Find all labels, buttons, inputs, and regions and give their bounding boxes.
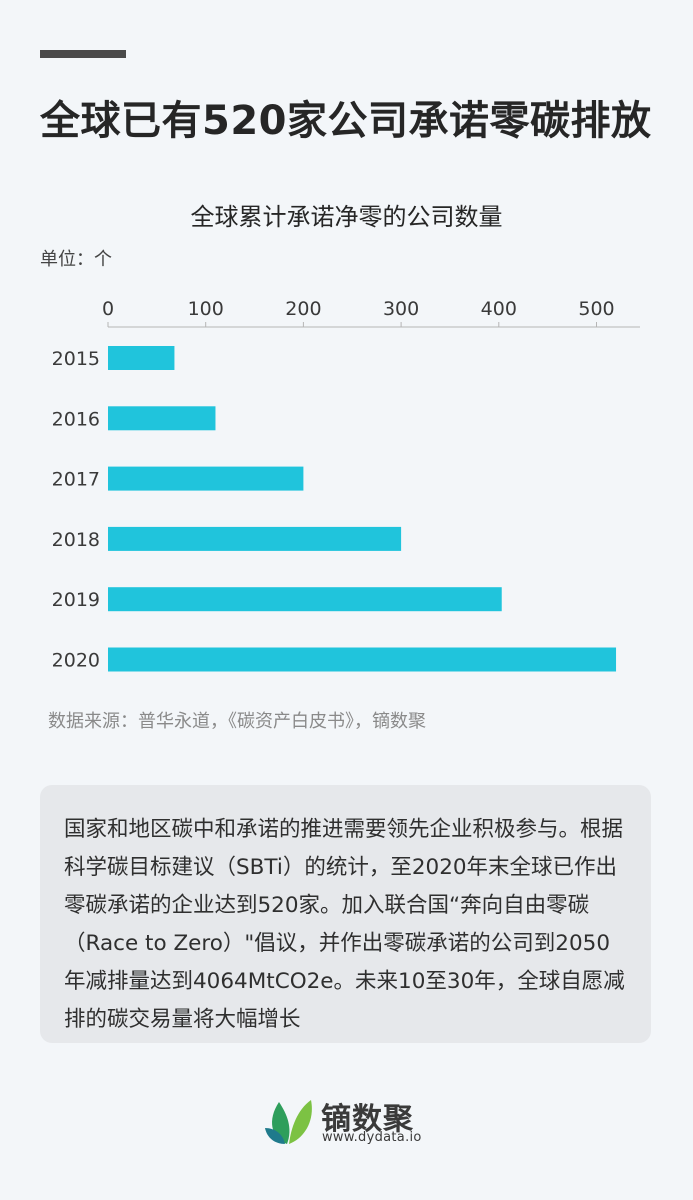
title-accent-bar [40, 50, 126, 58]
leaf-light-green [289, 1100, 312, 1144]
bars [108, 346, 617, 672]
y-category-label: 2016 [52, 408, 100, 430]
y-category-label: 2015 [52, 348, 100, 370]
leaf-teal [265, 1128, 285, 1144]
footer-brand: 镝数聚 www.dydata.io [265, 1092, 465, 1152]
bar-2019 [108, 587, 502, 612]
bar-chart: 0 100 200 300 400 500 2015 2016 2017 2018 2019 202… [52, 298, 640, 672]
bar-2018 [108, 526, 402, 551]
bar-2015 [108, 346, 175, 370]
bar-2020 [108, 647, 617, 672]
brand-name: 镝数聚 [321, 1102, 414, 1137]
chart-title: 全球累计承诺净零的公司数量 [190, 203, 503, 231]
unit-label: 单位：个 [40, 249, 112, 270]
y-category-label: 2020 [52, 650, 100, 672]
x-tick-label: 200 [285, 298, 321, 320]
y-category-label: 2018 [52, 529, 100, 551]
y-category-label: 2019 [52, 589, 100, 611]
x-tick-label: 0 [102, 298, 114, 320]
bar-2017 [108, 466, 304, 491]
info-text: 国家和地区碳中和承诺的推进需要领先企业积极参与。根据科学碳目标建议（SBTi）的… [64, 817, 625, 1032]
x-axis: 0 100 200 300 400 500 [102, 298, 640, 328]
page-title: 全球已有520家公司承诺零碳排放 [40, 98, 652, 144]
x-tick-label: 300 [383, 298, 419, 320]
leaf-logo-icon [265, 1100, 312, 1144]
x-tick-label: 100 [188, 298, 224, 320]
y-axis-labels: 2015 2016 2017 2018 2019 2020 [52, 348, 100, 672]
x-tick-label: 400 [481, 298, 517, 320]
x-tick-label: 500 [578, 298, 614, 320]
y-category-label: 2017 [52, 469, 100, 491]
bar-2016 [108, 406, 216, 431]
data-source: 数据来源：普华永道，《碳资产白皮书》，镝数聚 [48, 711, 426, 732]
info-box: 国家和地区碳中和承诺的推进需要领先企业积极参与。根据科学碳目标建议（SBTi）的… [40, 785, 651, 1043]
brand-url: www.dydata.io [322, 1130, 422, 1145]
